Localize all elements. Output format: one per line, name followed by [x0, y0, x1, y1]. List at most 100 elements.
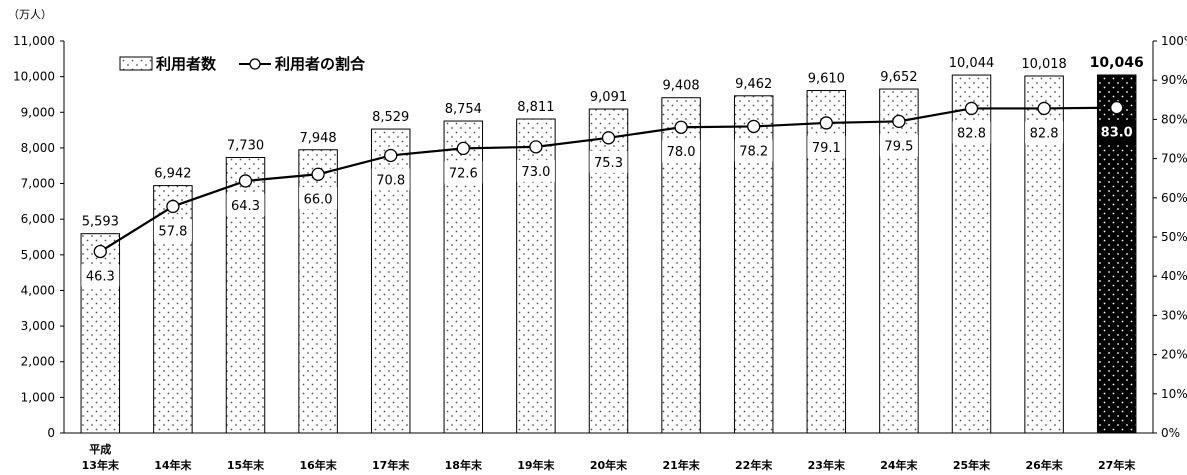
- y-tick-label: 0: [47, 426, 55, 440]
- ratio-point: [384, 148, 398, 163]
- bar-value-label: 5,593: [82, 215, 119, 230]
- ratio-label-bg: [299, 187, 338, 210]
- x-label: 17年末: [372, 458, 410, 472]
- y2-tick-label: 100%: [1161, 34, 1187, 48]
- ratio-label-bg: [444, 161, 483, 184]
- ratio-value-label: 79.5: [884, 139, 913, 154]
- ratio-point: [238, 174, 253, 188]
- y-tick-label: 9,000: [21, 105, 55, 119]
- x-label: 24年末: [880, 458, 918, 472]
- x-label: 26年末: [1025, 458, 1063, 472]
- y2-tick-label: 20%: [1161, 348, 1187, 362]
- y2-tick-label: 90%: [1161, 73, 1187, 87]
- ratio-point: [964, 101, 979, 116]
- ratio-value-label: 82.8: [1030, 126, 1059, 141]
- bar-value-label: 10,044: [949, 56, 995, 71]
- ratio-labels: 46.3 57.8 64.3 66.0 70.8 72.6 73.0 75.3 78.0 78.2…: [81, 120, 1136, 287]
- bar-value-label: 10,018: [1021, 57, 1067, 72]
- y2-tick-label: 80%: [1161, 112, 1187, 126]
- ratio-label-bg: [371, 168, 410, 191]
- x-label: 15年末: [227, 458, 265, 472]
- y-tick-label: 7,000: [21, 177, 55, 191]
- ratio-label-bg: [516, 159, 555, 182]
- bar-labels: 5,593 6,942 7,730 7,948 8,529 8,754 8,811 9,091…: [82, 55, 1144, 230]
- ratio-value-label: 79.1: [812, 141, 841, 156]
- ratio-label-bg: [662, 140, 701, 163]
- y2-tick-label: 30%: [1161, 308, 1187, 322]
- bar-value-label: 7,730: [227, 139, 264, 154]
- ratio-value-label: 78.2: [739, 144, 768, 159]
- x-label: 16年末: [299, 458, 337, 472]
- x-label: 25年末: [953, 458, 991, 472]
- ratio-point: [674, 120, 688, 134]
- ratio-label-bg: [81, 264, 120, 287]
- ratio-value-label: 46.3: [86, 270, 115, 285]
- y2-tick-label: 0%: [1161, 426, 1180, 440]
- legend-line-label: 利用者の割合: [275, 55, 366, 73]
- bar-value-label: 10,046: [1090, 55, 1144, 71]
- x-label: 21年末: [662, 458, 700, 472]
- y-axis-unit-label: （万人）: [8, 8, 52, 21]
- ratio-value-label: 57.8: [158, 224, 187, 239]
- y2-tick-label: 60%: [1161, 191, 1187, 205]
- ratio-point: [1110, 100, 1124, 115]
- ratio-value-label: 78.0: [667, 145, 696, 160]
- x-label: 14年末: [154, 458, 192, 472]
- ratio-label-bg: [734, 139, 773, 162]
- x-label: 19年末: [517, 458, 555, 472]
- ratio-label-bg: [226, 193, 265, 216]
- x-label: 23年末: [808, 458, 846, 472]
- bar-value-label: 8,754: [445, 102, 482, 117]
- ratio-value-label: 72.6: [449, 166, 478, 181]
- legend: 利用者数 利用者の割合: [119, 55, 366, 73]
- bar-value-label: 6,942: [154, 167, 191, 182]
- ratio-point: [819, 116, 833, 130]
- x-label: 13年末: [82, 458, 120, 472]
- ratio-label-bg: [952, 121, 991, 144]
- x-label: 20年末: [590, 458, 628, 472]
- y-tick-label: 1,000: [21, 390, 55, 404]
- ratio-value-label: 75.3: [594, 156, 623, 171]
- bar-value-label: 9,408: [662, 79, 699, 94]
- y-tick-label: 4,000: [21, 283, 55, 297]
- y-tick-label: 8,000: [21, 141, 55, 155]
- ratio-label-bg: [1025, 121, 1064, 144]
- ratio-label-bg: [807, 135, 846, 158]
- x-label-era: 平成: [89, 442, 111, 456]
- ratio-value-label: 73.0: [521, 165, 550, 180]
- bar-value-label: 9,652: [880, 70, 917, 85]
- ratio-point: [747, 119, 761, 134]
- ratio-line: [93, 100, 1124, 259]
- y2-tick-label: 10%: [1161, 387, 1187, 401]
- bar-value-label: 9,091: [590, 90, 627, 105]
- ratio-label-bg: [153, 219, 192, 242]
- x-label: 18年末: [445, 458, 483, 472]
- ratio-point: [166, 199, 180, 214]
- x-label: 22年末: [735, 458, 773, 472]
- ratio-point: [456, 141, 470, 156]
- legend-bar-label: 利用者数: [156, 55, 217, 73]
- bar-value-label: 8,529: [372, 110, 409, 125]
- ratio-value-label: 66.0: [304, 192, 333, 207]
- ratio-point: [601, 131, 616, 145]
- y-tick-label: 3,000: [21, 319, 55, 333]
- y2-tick-label: 50%: [1161, 230, 1187, 244]
- y-tick-label: 2,000: [21, 355, 55, 369]
- y-tick-label: 6,000: [21, 212, 55, 226]
- ratio-value-label: 82.8: [957, 126, 986, 141]
- y2-tick-label: 70%: [1161, 152, 1187, 166]
- y-tick-label: 10,000: [13, 70, 55, 84]
- ratio-label-bg: [1097, 120, 1136, 143]
- legend-bar-swatch: [119, 56, 153, 71]
- x-axis-labels: 平成 13年末 14年末 15年末 16年末 17年末 18年末 19年末 20年末 21年末 22…: [82, 442, 1137, 472]
- ratio-label-bg: [589, 150, 628, 173]
- bar-value-label: 8,811: [517, 100, 554, 115]
- bar-value-label: 7,948: [299, 131, 336, 146]
- ratio-value-label: 70.8: [376, 173, 405, 188]
- ratio-value-label: 64.3: [231, 199, 260, 214]
- ratio-point: [93, 244, 107, 259]
- y2-tick-label: 40%: [1161, 269, 1187, 283]
- ratio-point: [311, 167, 325, 181]
- ratio-point: [529, 140, 543, 154]
